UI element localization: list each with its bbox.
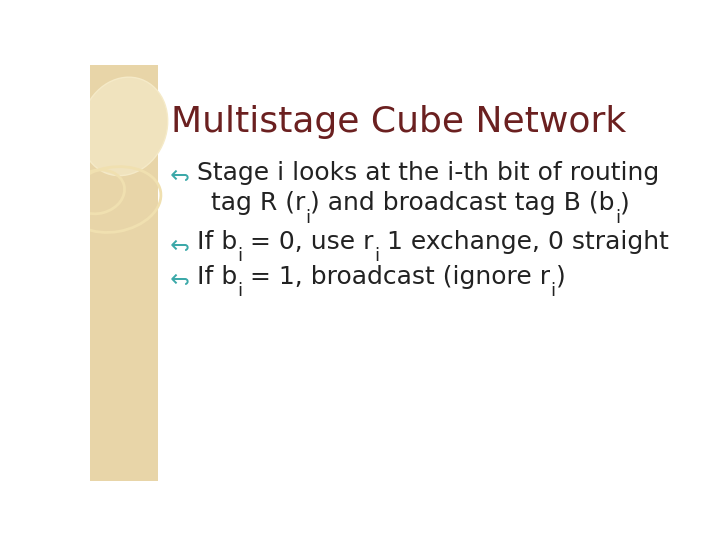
Text: Stage i looks at the i-th bit of routing: Stage i looks at the i-th bit of routing	[197, 160, 660, 185]
Text: = 1, broadcast (ignore r: = 1, broadcast (ignore r	[243, 265, 551, 288]
Text: If b: If b	[197, 230, 237, 254]
Text: = 0, use r: = 0, use r	[243, 230, 374, 254]
Text: i: i	[551, 282, 556, 300]
Text: ): )	[556, 265, 565, 288]
Text: ): )	[620, 191, 630, 215]
Text: Multistage Cube Network: Multistage Cube Network	[171, 105, 626, 139]
Text: ) and broadcast tag B (b: ) and broadcast tag B (b	[310, 191, 615, 215]
Text: i: i	[615, 209, 620, 227]
Text: 1 exchange, 0 straight: 1 exchange, 0 straight	[379, 230, 669, 254]
Ellipse shape	[81, 77, 168, 176]
Text: ↪: ↪	[168, 265, 187, 288]
Text: i: i	[237, 247, 243, 265]
Text: If b: If b	[197, 265, 237, 288]
Text: i: i	[237, 282, 243, 300]
Text: i: i	[305, 209, 310, 227]
Bar	[90, 65, 158, 481]
Text: ↪: ↪	[168, 230, 187, 254]
Text: ↪: ↪	[168, 160, 187, 185]
Text: tag R (r: tag R (r	[211, 191, 305, 215]
Text: i: i	[374, 247, 379, 265]
